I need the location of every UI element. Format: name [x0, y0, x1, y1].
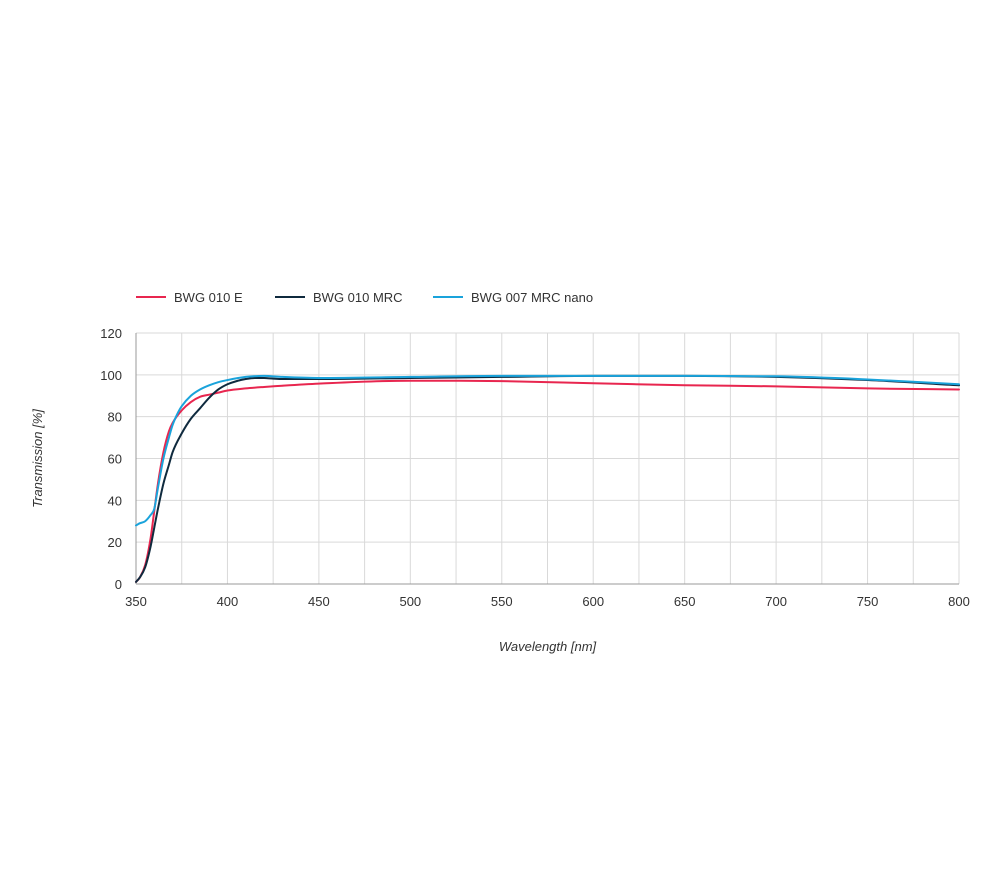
x-tick-label: 600	[582, 594, 604, 609]
y-axis-title: Transmission [%]	[30, 409, 45, 508]
x-tick-label: 700	[765, 594, 787, 609]
x-tick-label: 500	[399, 594, 421, 609]
x-tick-label: 650	[674, 594, 696, 609]
legend-label: BWG 007 MRC nano	[471, 290, 593, 305]
series-layer	[135, 374, 960, 583]
y-tick-label: 0	[115, 577, 122, 592]
y-tick-label: 120	[100, 326, 122, 341]
y-tick-label: 60	[108, 452, 122, 467]
legend: BWG 010 E BWG 010 MRC BWG 007 MRC nano	[136, 290, 593, 305]
legend-item-bwg-010-e: BWG 010 E	[136, 290, 243, 305]
axes: 350 400 450 500 550 600 650 700 750 800 0 20 40 60 80 1…	[100, 326, 970, 609]
x-tick-label: 800	[948, 594, 970, 609]
y-tick-label: 40	[108, 493, 122, 508]
y-tick-label: 100	[100, 368, 122, 383]
y-tick-label: 80	[108, 410, 122, 425]
x-tick-label: 400	[217, 594, 239, 609]
series-line-bwg-007-mrc-nano	[135, 374, 960, 527]
x-tick-label: 550	[491, 594, 513, 609]
legend-label: BWG 010 MRC	[313, 290, 403, 305]
grid	[135, 332, 960, 585]
x-axis-title: Wavelength [nm]	[499, 639, 597, 654]
x-tick-label: 750	[857, 594, 879, 609]
y-tick-label: 20	[108, 535, 122, 550]
legend-item-bwg-010-mrc: BWG 010 MRC	[275, 290, 403, 305]
legend-label: BWG 010 E	[174, 290, 243, 305]
legend-item-bwg-007-mrc-nano: BWG 007 MRC nano	[433, 290, 593, 305]
x-tick-label: 450	[308, 594, 330, 609]
x-tick-label: 350	[125, 594, 147, 609]
